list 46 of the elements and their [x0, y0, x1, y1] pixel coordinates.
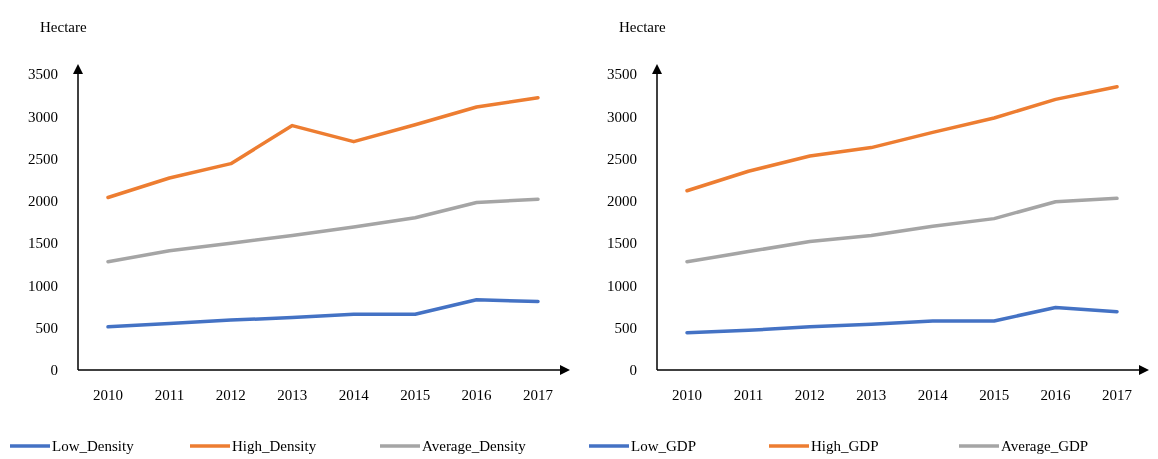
- y-tick-label: 2000: [607, 193, 637, 210]
- line-series: [106, 298, 540, 329]
- legend-label: High_Density: [232, 438, 317, 455]
- y-tick-label: 2500: [28, 150, 58, 167]
- legend-label: Low_GDP: [631, 438, 697, 455]
- x-tick-label: 2017: [1102, 387, 1133, 403]
- y-tick-label: 0: [50, 362, 58, 379]
- line-series: [106, 95, 540, 200]
- y-tick-label: 2500: [607, 150, 637, 167]
- y-tick-label: 3000: [607, 108, 637, 125]
- y-tick-label: 3000: [28, 108, 58, 125]
- y-tick-label: 500: [614, 319, 637, 336]
- line-series: [685, 196, 1119, 264]
- x-tick-label: 2014: [917, 387, 949, 403]
- x-tick-label: 2016: [461, 387, 493, 403]
- x-tick-label: 2017: [523, 387, 554, 403]
- legend-label: Average_GDP: [1001, 438, 1089, 455]
- x-tick-label: 2014: [338, 387, 370, 403]
- x-tick-label: 2016: [1040, 387, 1072, 403]
- line-series: [685, 305, 1119, 335]
- y-tick-label: 1000: [607, 277, 637, 294]
- legend-label: Low_Density: [52, 438, 135, 455]
- line-series: [106, 197, 540, 264]
- y-axis-title: Hectare: [40, 19, 87, 35]
- x-tick-label: 2011: [154, 387, 185, 403]
- x-tick-label: 2012: [215, 387, 246, 403]
- y-tick-label: 3500: [28, 66, 58, 83]
- y-tick-label: 1000: [28, 277, 58, 294]
- x-tick-label: 2015: [400, 387, 431, 403]
- y-tick-label: 0: [629, 362, 637, 379]
- line-series: [685, 84, 1119, 193]
- y-tick-label: 3500: [607, 66, 637, 83]
- x-tick-label: 2010: [672, 387, 702, 403]
- x-tick-label: 2015: [979, 387, 1010, 403]
- y-tick-label: 500: [35, 319, 58, 336]
- x-tick-label: 2012: [794, 387, 825, 403]
- x-tick-label: 2013: [856, 387, 887, 403]
- y-tick-label: 2000: [28, 193, 58, 210]
- y-tick-label: 1500: [28, 235, 58, 252]
- legend-label: High_GDP: [811, 438, 879, 455]
- legend-label: Average_Density: [422, 438, 527, 455]
- x-tick-label: 2010: [93, 387, 123, 403]
- y-tick-label: 1500: [607, 235, 637, 252]
- x-tick-label: 2013: [277, 387, 308, 403]
- y-axis-title: Hectare: [619, 19, 666, 35]
- x-tick-label: 2011: [733, 387, 764, 403]
